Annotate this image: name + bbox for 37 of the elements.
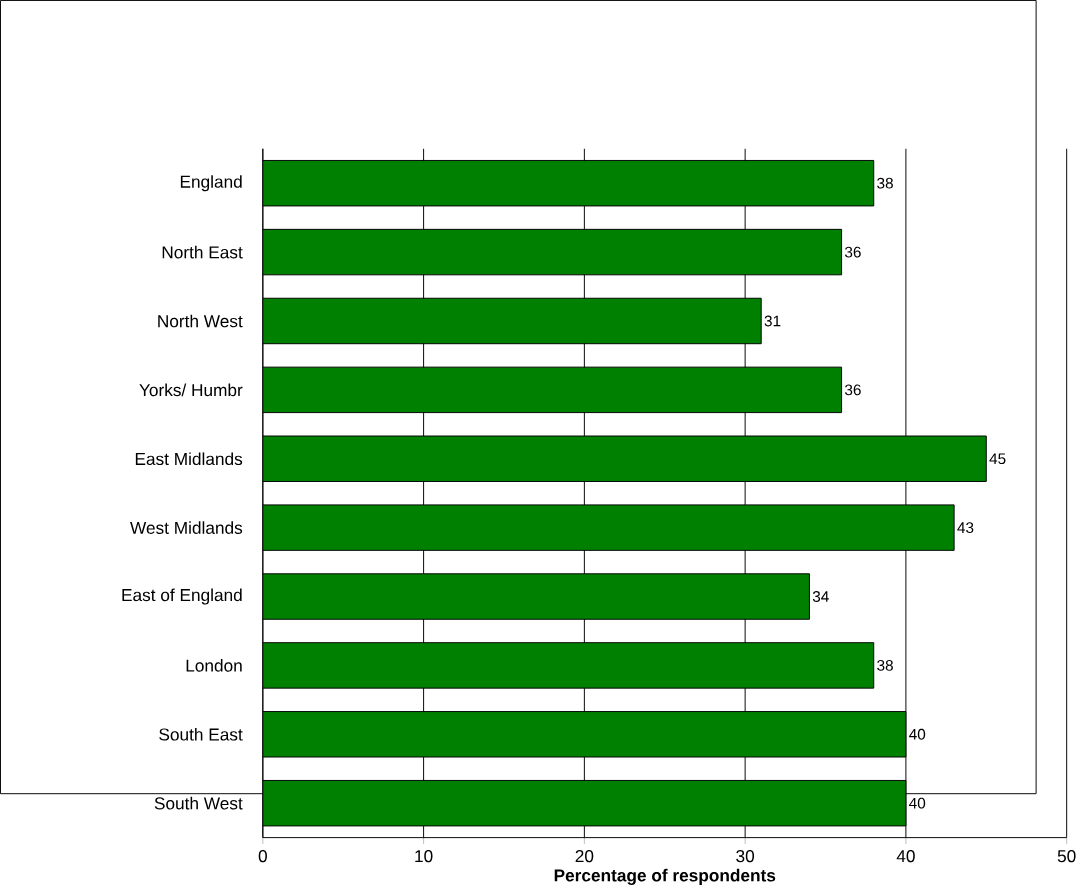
y-tick-label: South West: [154, 796, 243, 810]
bar: [262, 711, 907, 758]
data-label: 38: [877, 177, 893, 189]
data-label: 36: [844, 246, 861, 258]
data-label: 34: [812, 591, 829, 603]
data-label: 45: [989, 453, 1006, 465]
x-axis-title: Percentage of respondents: [554, 868, 776, 886]
data-label: 31: [764, 315, 781, 327]
data-label: 36: [844, 384, 861, 396]
bar: [262, 504, 955, 551]
x-tick-label: 50: [1057, 850, 1076, 863]
x-tick-label: 30: [736, 850, 755, 863]
x-tick-label: 20: [575, 850, 594, 863]
data-label: 40: [909, 797, 926, 809]
x-tick-label: 10: [415, 850, 433, 863]
x-tick-label: 40: [896, 850, 915, 863]
bar: [262, 366, 843, 414]
y-tick-label: North West: [158, 314, 243, 328]
y-tick-label: East Midlands: [135, 452, 243, 466]
y-tick-label: Yorks/ Humbr: [139, 383, 243, 397]
x-tick-label: 0: [258, 850, 267, 863]
y-tick-label: London: [186, 659, 242, 672]
y-tick-label: South East: [159, 728, 243, 741]
data-label: 38: [877, 660, 893, 671]
bar: [262, 229, 843, 276]
y-tick-label: England: [180, 175, 242, 192]
bar: [262, 297, 762, 345]
bar: [262, 642, 875, 689]
bar: [262, 780, 907, 827]
data-label: 43: [957, 522, 974, 534]
data-label: 40: [909, 728, 926, 740]
bar: [262, 160, 875, 207]
y-tick-label: West Midlands: [130, 521, 243, 535]
y-tick-label: North East: [162, 245, 243, 259]
bar: [262, 435, 987, 483]
bar: [262, 573, 810, 620]
y-tick-label: East of England: [122, 588, 242, 605]
